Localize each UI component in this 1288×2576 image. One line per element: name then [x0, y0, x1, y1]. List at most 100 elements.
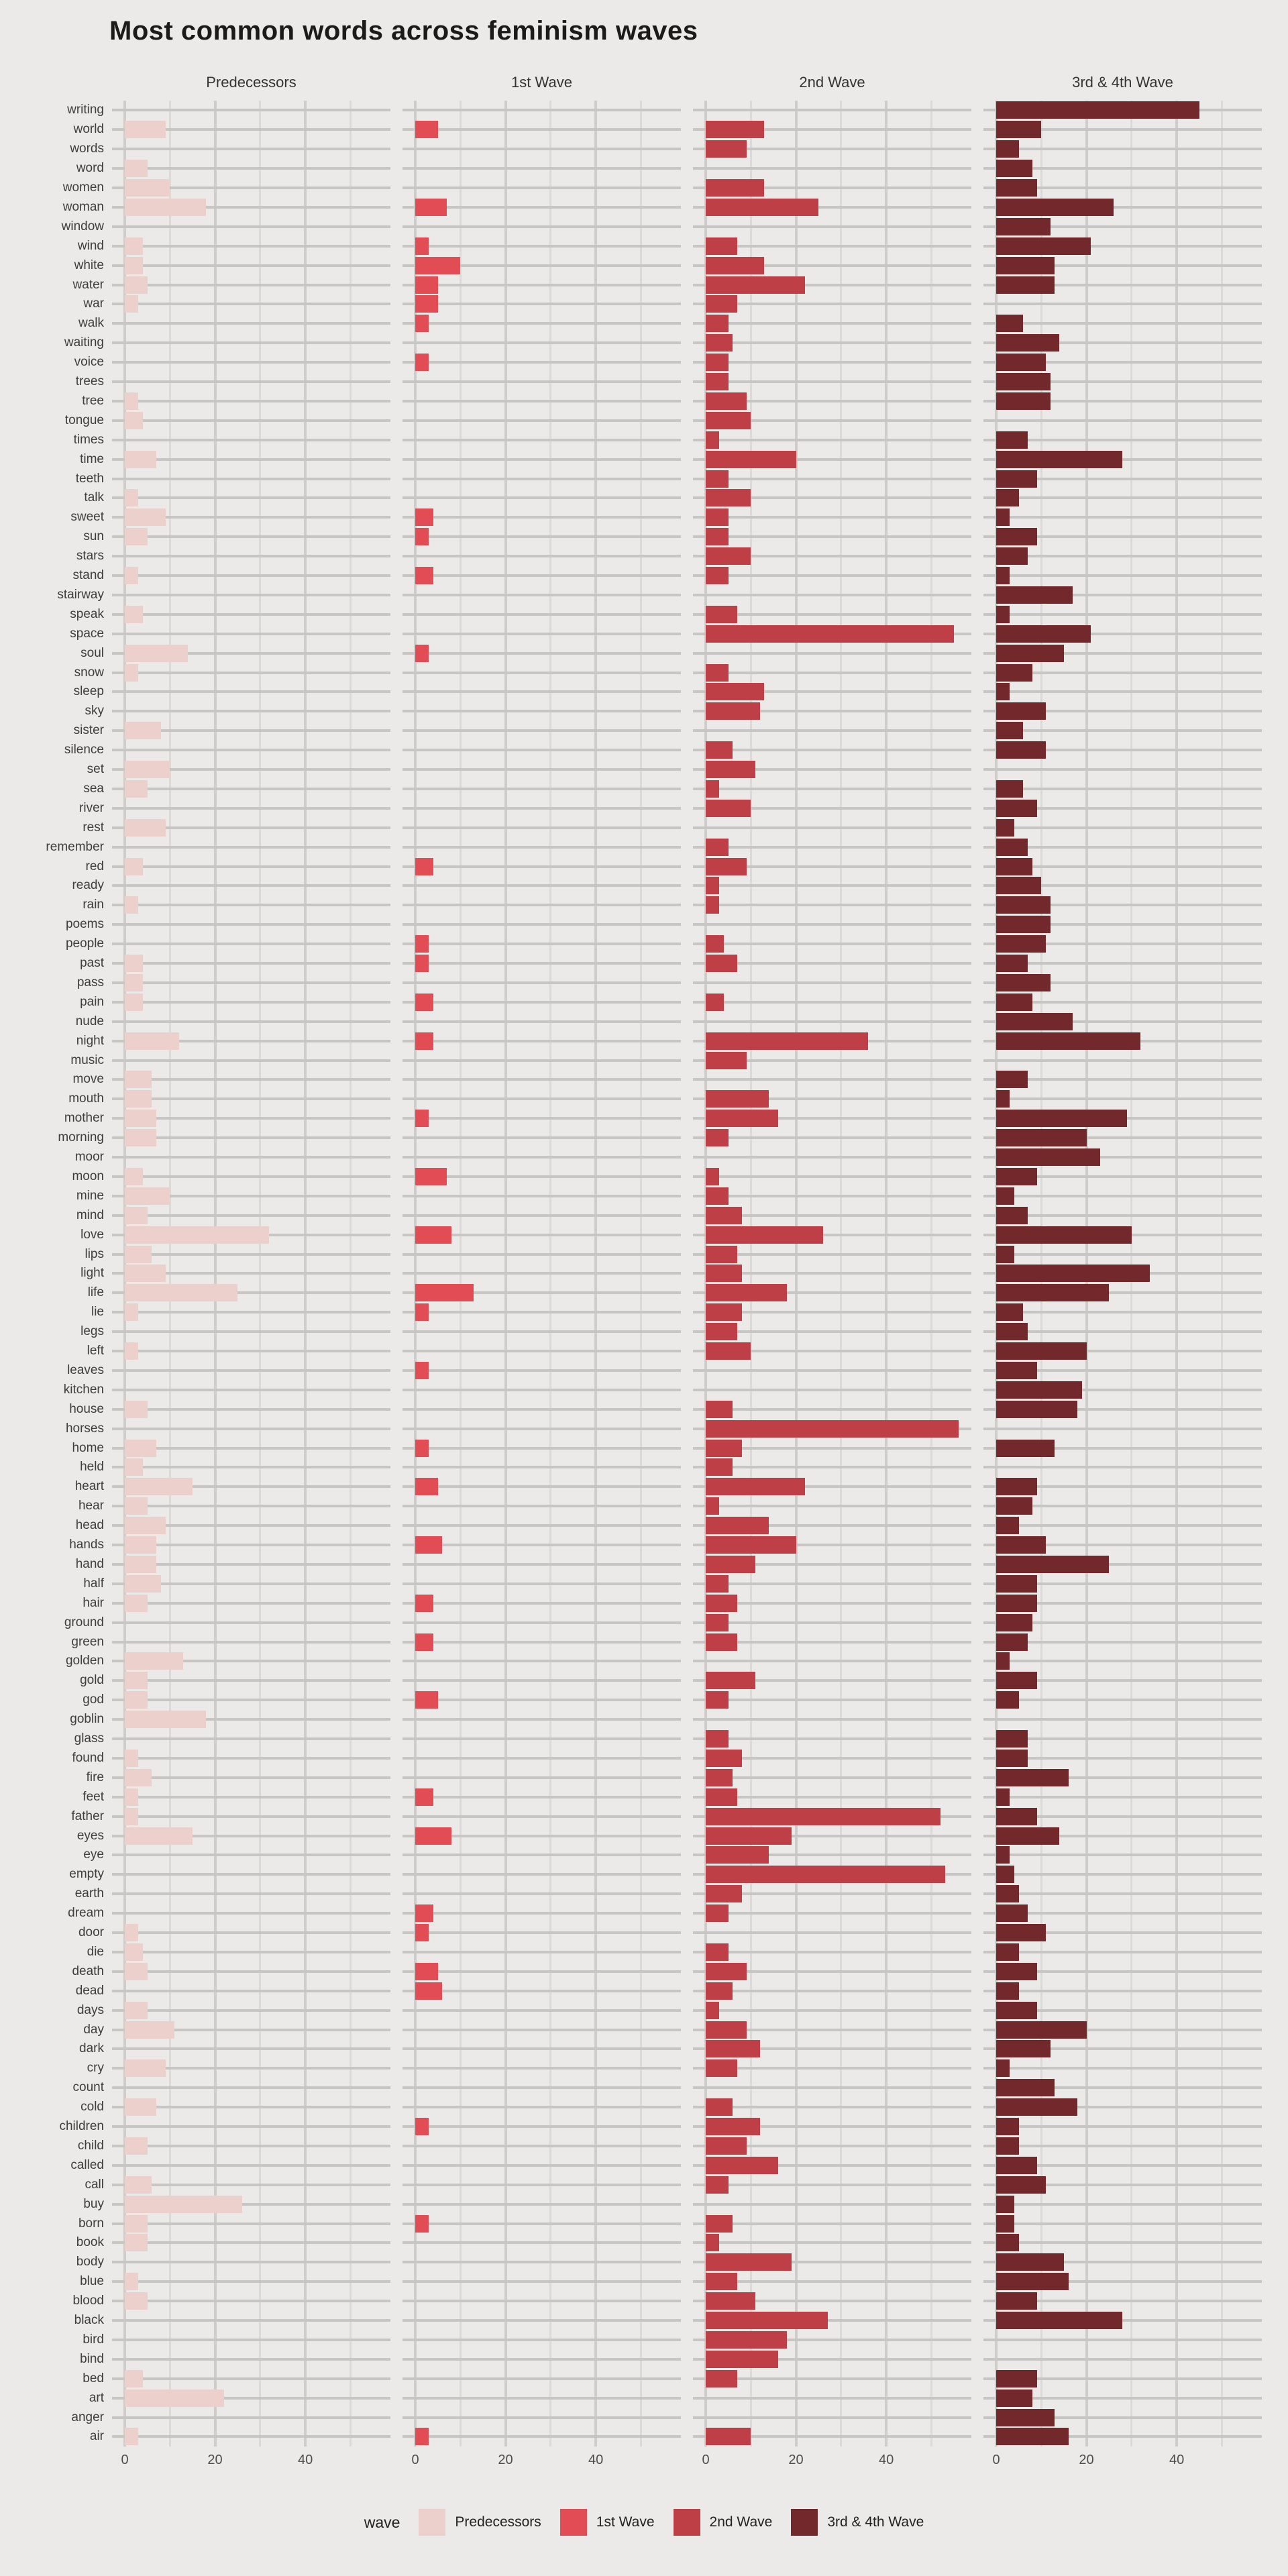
word-label: body	[76, 2255, 104, 2269]
bar-art-wave1	[125, 2389, 224, 2407]
h-gridline	[112, 186, 390, 190]
h-gridline	[983, 1156, 1262, 1159]
h-gridline	[112, 1252, 390, 1256]
h-gridline	[983, 2125, 1262, 2129]
word-label: leaves	[67, 1362, 104, 1377]
h-gridline	[402, 303, 681, 306]
h-gridline	[112, 2396, 390, 2400]
bar-past-wave2	[415, 955, 429, 973]
h-gridline	[112, 981, 390, 984]
h-gridline	[112, 1078, 390, 1081]
legend-swatch-icon	[559, 2509, 587, 2536]
h-gridline	[112, 1601, 390, 1605]
bar-death-wave3	[706, 1962, 747, 1980]
word-label: tongue	[64, 413, 104, 427]
h-gridline	[983, 1059, 1262, 1062]
bar-snow-wave1	[125, 663, 139, 682]
bar-cry-wave1	[125, 2059, 166, 2078]
h-gridline	[983, 477, 1262, 480]
bar-set-wave1	[125, 761, 170, 779]
h-gridline	[402, 826, 681, 829]
h-gridline	[112, 1950, 390, 1953]
h-gridline	[402, 1795, 681, 1799]
h-gridline	[112, 1020, 390, 1023]
bar-horses-wave3	[706, 1419, 959, 1438]
h-gridline	[983, 244, 1262, 248]
h-gridline	[693, 2280, 971, 2284]
h-gridline	[693, 749, 971, 752]
bar-cold-wave1	[125, 2098, 157, 2116]
h-gridline	[112, 1291, 390, 1295]
bar-legs-wave3	[706, 1323, 738, 1341]
h-gridline	[402, 612, 681, 616]
h-gridline	[112, 612, 390, 616]
bar-children-wave4	[996, 2118, 1019, 2136]
h-gridline	[402, 768, 681, 771]
h-gridline	[693, 943, 971, 946]
bar-sun-wave3	[706, 528, 729, 546]
bar-day-wave1	[125, 2021, 174, 2039]
h-gridline	[693, 1272, 971, 1275]
h-gridline	[983, 1873, 1262, 1876]
bar-stand-wave3	[706, 567, 729, 585]
h-gridline	[112, 710, 390, 713]
bar-window-wave4	[996, 217, 1051, 235]
bar-hair-wave3	[706, 1594, 738, 1612]
h-gridline	[402, 943, 681, 946]
word-label: tree	[82, 393, 104, 408]
h-gridline	[693, 768, 971, 771]
h-gridline	[402, 1136, 681, 1140]
h-gridline	[983, 1931, 1262, 1935]
h-gridline	[402, 1776, 681, 1779]
h-gridline	[402, 2028, 681, 2031]
h-gridline	[693, 496, 971, 500]
bar-words-wave4	[996, 140, 1019, 158]
h-gridline	[112, 225, 390, 228]
h-gridline	[693, 1524, 971, 1527]
h-gridline	[983, 1640, 1262, 1644]
bar-sky-wave3	[706, 702, 760, 720]
bar-black-wave4	[996, 2312, 1123, 2330]
h-gridline	[112, 1795, 390, 1799]
h-gridline	[693, 2163, 971, 2167]
h-gridline	[693, 2125, 971, 2129]
h-gridline	[693, 1660, 971, 1663]
bar-home-wave1	[125, 1439, 157, 1457]
h-gridline	[693, 186, 971, 190]
bar-sister-wave4	[996, 722, 1024, 740]
h-gridline	[693, 1407, 971, 1411]
h-gridline	[983, 2047, 1262, 2051]
bar-bed-wave3	[706, 2369, 738, 2387]
bar-left-wave4	[996, 1342, 1087, 1360]
bar-leaves-wave2	[415, 1361, 429, 1379]
bar-buy-wave4	[996, 2195, 1014, 2213]
h-gridline	[112, 2047, 390, 2051]
bar-eyes-wave3	[706, 1827, 792, 1845]
bar-lips-wave1	[125, 1245, 152, 1263]
word-label: snow	[74, 665, 104, 680]
h-gridline	[693, 1970, 971, 1973]
bar-light-wave1	[125, 1265, 166, 1283]
h-gridline	[402, 1117, 681, 1120]
bar-found-wave4	[996, 1749, 1028, 1767]
h-gridline	[112, 303, 390, 306]
bar-pain-wave1	[125, 993, 143, 1011]
h-gridline	[983, 884, 1262, 888]
h-gridline	[112, 2222, 390, 2225]
h-gridline	[112, 845, 390, 849]
h-gridline	[983, 2377, 1262, 2380]
h-gridline	[983, 1601, 1262, 1605]
bar-house-wave4	[996, 1400, 1078, 1418]
bar-lie-wave1	[125, 1303, 139, 1322]
bar-call-wave4	[996, 2176, 1046, 2194]
h-gridline	[402, 458, 681, 461]
h-gridline	[983, 574, 1262, 578]
h-gridline	[693, 845, 971, 849]
h-gridline	[112, 2202, 390, 2206]
h-gridline	[112, 1388, 390, 1391]
word-label: hand	[75, 1556, 104, 1571]
h-gridline	[693, 1989, 971, 1992]
h-gridline	[112, 651, 390, 655]
word-label: window	[61, 219, 104, 233]
bar-mother-wave1	[125, 1110, 157, 1128]
